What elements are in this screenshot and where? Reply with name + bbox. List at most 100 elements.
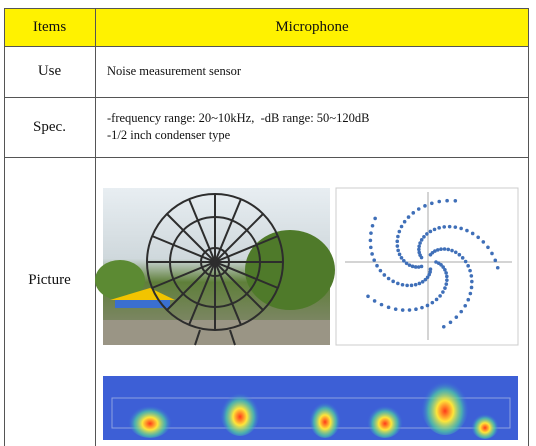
dot <box>433 228 437 232</box>
dot <box>444 282 448 286</box>
dot <box>436 248 440 252</box>
spiral-plot <box>336 188 518 345</box>
dot <box>438 294 442 298</box>
dot <box>396 244 400 248</box>
dot <box>417 207 421 211</box>
dot <box>369 246 373 250</box>
dot <box>387 277 391 281</box>
dot <box>387 306 391 310</box>
dot <box>414 307 418 311</box>
dot <box>383 273 387 277</box>
array-photo <box>95 188 335 345</box>
dot <box>443 268 447 272</box>
dot <box>455 315 459 319</box>
dot <box>448 225 452 229</box>
dot <box>373 217 377 221</box>
dot <box>454 199 458 203</box>
dot <box>398 253 402 257</box>
dot <box>482 240 486 244</box>
dot <box>405 284 409 288</box>
dot <box>396 249 400 253</box>
dot <box>400 225 404 229</box>
dot <box>422 235 426 239</box>
heatmap <box>103 375 518 440</box>
dot <box>408 308 412 312</box>
dot <box>493 259 497 263</box>
dot <box>379 269 383 273</box>
dot <box>375 264 379 268</box>
dot <box>421 280 425 284</box>
dot <box>370 252 374 256</box>
dot <box>435 298 439 302</box>
pictures <box>0 0 536 446</box>
dot <box>423 204 427 208</box>
dot <box>398 230 402 234</box>
dot <box>445 278 449 282</box>
dot <box>441 290 445 294</box>
dot <box>442 325 446 329</box>
dot <box>468 269 472 273</box>
dot <box>401 308 405 312</box>
dot <box>471 232 475 236</box>
dot <box>430 201 434 205</box>
dot <box>470 286 474 290</box>
dot <box>437 200 441 204</box>
dot <box>418 241 422 245</box>
dot <box>414 283 418 287</box>
dot <box>411 265 415 269</box>
dot <box>402 259 406 263</box>
dot <box>373 299 377 303</box>
dot <box>486 246 490 250</box>
dot <box>405 261 409 265</box>
dot <box>458 253 462 257</box>
dot <box>369 231 373 235</box>
dot <box>496 266 500 270</box>
dot <box>476 235 480 239</box>
dot <box>459 227 463 231</box>
dot <box>426 304 430 308</box>
dot <box>369 239 373 243</box>
dot <box>470 274 474 278</box>
dot <box>403 220 407 224</box>
dot <box>417 244 421 248</box>
dot <box>391 280 395 284</box>
dot <box>445 199 449 203</box>
dot <box>463 304 467 308</box>
dot <box>465 229 469 233</box>
dot <box>445 275 449 279</box>
dot <box>366 294 370 298</box>
dot <box>417 248 421 252</box>
dot <box>444 271 448 275</box>
dot <box>470 280 474 284</box>
dot <box>459 310 463 314</box>
dot <box>490 252 494 256</box>
dot <box>454 251 458 255</box>
dot <box>461 256 465 260</box>
dot <box>418 282 422 286</box>
page: Items Microphone Use Noise measurement s… <box>0 0 536 446</box>
dot <box>469 292 473 296</box>
dot <box>396 282 400 286</box>
dot <box>454 225 458 229</box>
dot <box>420 306 424 310</box>
dot <box>443 286 447 290</box>
dot <box>411 211 415 215</box>
dot <box>425 232 429 236</box>
dot <box>437 226 441 230</box>
dot <box>446 248 450 252</box>
dot <box>449 320 453 324</box>
dot <box>439 247 443 251</box>
dot <box>401 283 405 287</box>
dot <box>395 240 399 244</box>
dot <box>371 224 375 228</box>
dot <box>414 265 418 269</box>
dot <box>420 238 424 242</box>
dot <box>372 258 376 262</box>
dot <box>407 215 411 219</box>
dot <box>380 303 384 307</box>
dot <box>466 298 470 302</box>
dot <box>443 247 447 251</box>
dot <box>442 225 446 229</box>
dot <box>400 256 404 260</box>
dot <box>431 301 435 305</box>
